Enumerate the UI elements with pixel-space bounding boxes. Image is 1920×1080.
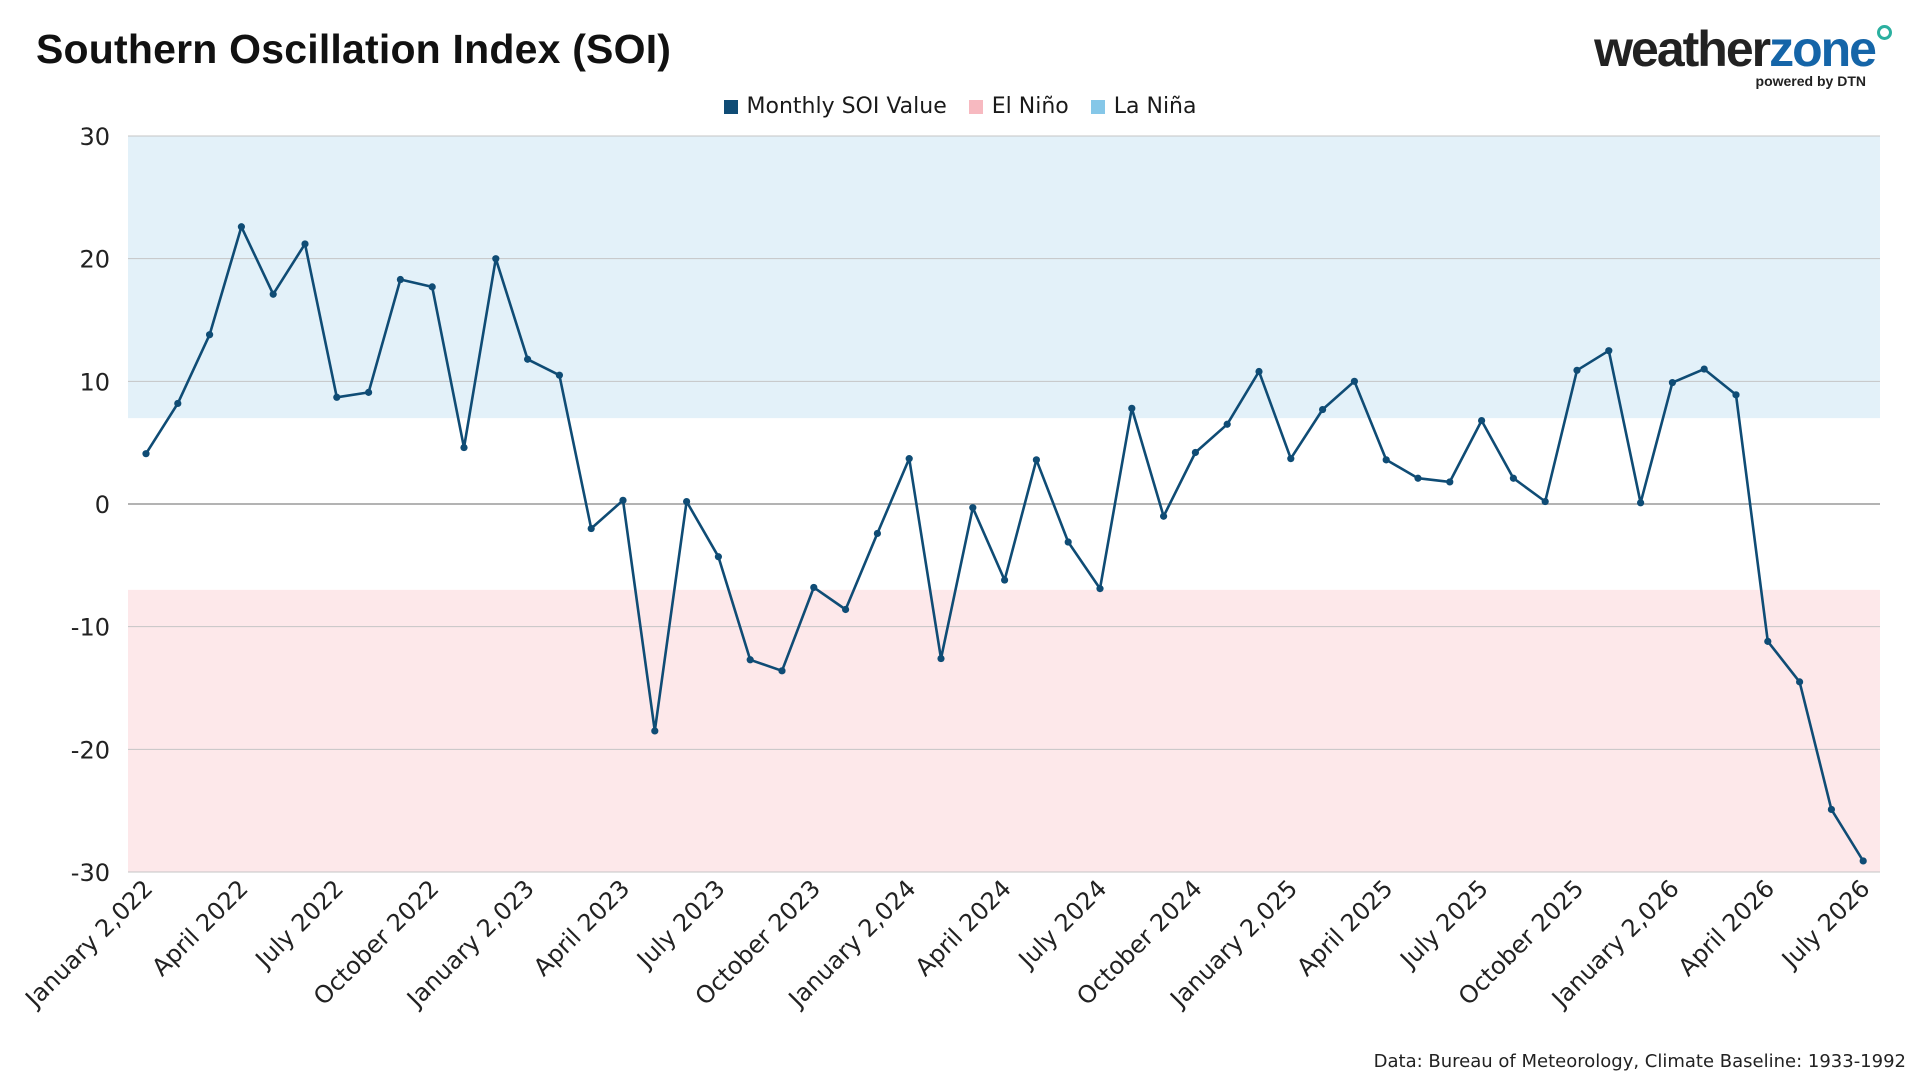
y-tick-label: 0 <box>95 491 110 519</box>
soi-data-point <box>1764 637 1772 645</box>
soi-data-point <box>1509 474 1517 482</box>
legend-label-el-nino: El Niño <box>991 94 1069 119</box>
soi-data-point <box>1032 456 1040 464</box>
soi-data-point <box>269 290 277 298</box>
soi-data-point <box>1001 576 1009 584</box>
soi-data-point <box>746 656 754 664</box>
soi-data-point <box>555 371 564 379</box>
legend-label-soi: Monthly SOI Value <box>746 94 947 119</box>
soi-data-point <box>587 524 595 533</box>
soi-data-point <box>1446 478 1454 486</box>
soi-data-point <box>1859 857 1867 865</box>
y-tick-label: 30 <box>79 123 110 151</box>
legend-item-el-nino[interactable]: El Niño <box>968 94 1069 119</box>
logo-dot-icon <box>1877 25 1892 40</box>
soi-data-point <box>1414 474 1422 482</box>
x-tick-label: April 2026 <box>1673 874 1780 981</box>
x-tick-label: July 2022 <box>249 874 349 974</box>
chart-legend: Monthly SOI Value El Niño La Niña <box>0 94 1920 119</box>
logo-word-zone: zone <box>1769 21 1877 77</box>
soi-data-point <box>1478 416 1486 425</box>
data-source-note: Data: Bureau of Meteorology, Climate Bas… <box>1373 1051 1906 1072</box>
x-tick-label: April 2022 <box>146 874 253 981</box>
x-tick-label: July 2024 <box>1012 874 1112 974</box>
y-tick-label: -10 <box>71 614 110 642</box>
soi-data-point <box>1223 420 1231 428</box>
soi-data-point <box>142 450 150 458</box>
legend-swatch-la-nina <box>1090 99 1105 114</box>
soi-data-point <box>778 667 786 675</box>
soi-data-point <box>1287 455 1295 463</box>
soi-data-point <box>683 497 691 506</box>
soi-data-point <box>1128 404 1136 412</box>
soi-data-point <box>1573 366 1581 374</box>
soi-data-point <box>1350 377 1358 385</box>
logo-word-weather: weather <box>1594 21 1771 77</box>
soi-data-point <box>524 355 532 363</box>
legend-item-la-nina[interactable]: La Niña <box>1090 94 1197 119</box>
soi-data-point <box>1319 405 1327 414</box>
soi-data-point <box>1700 365 1708 373</box>
soi-data-point <box>1732 391 1740 399</box>
chart-title: Southern Oscillation Index (SOI) <box>36 26 672 72</box>
logo-tagline: powered by DTN <box>1755 73 1866 89</box>
legend-swatch-soi <box>723 99 738 114</box>
soi-data-point <box>1255 367 1263 376</box>
soi-data-point <box>1160 512 1168 520</box>
soi-data-point <box>1541 497 1549 506</box>
soi-data-point <box>651 727 659 735</box>
y-tick-label: -30 <box>71 859 110 887</box>
x-tick-label: July 2023 <box>630 874 730 974</box>
soi-data-point <box>1096 585 1104 593</box>
soi-data-point <box>492 255 500 263</box>
soi-data-point <box>301 240 309 248</box>
legend-swatch-el-nino <box>968 99 983 114</box>
soi-data-point <box>842 605 850 614</box>
legend-item-soi[interactable]: Monthly SOI Value <box>723 94 947 119</box>
soi-data-point <box>969 504 977 512</box>
soi-data-point <box>873 529 882 538</box>
soi-data-point <box>1064 538 1072 546</box>
soi-data-point <box>396 275 404 284</box>
soi-data-point <box>365 388 373 396</box>
x-tick-label: April 2023 <box>528 874 635 981</box>
soi-data-point <box>905 455 913 463</box>
soi-data-point <box>460 443 468 452</box>
soi-data-point <box>1668 378 1676 387</box>
y-tick-label: -20 <box>71 736 110 764</box>
soi-data-point <box>810 583 818 592</box>
soi-data-point <box>1796 678 1804 686</box>
weatherzone-logo: weatherzone powered by DTN <box>1594 21 1892 89</box>
soi-data-point <box>1382 456 1390 464</box>
x-tick-label: April 2024 <box>910 874 1017 981</box>
soi-data-point <box>333 393 341 401</box>
soi-data-point <box>619 496 627 504</box>
soi-data-point <box>174 399 182 408</box>
legend-label-la-nina: La Niña <box>1113 94 1197 119</box>
y-tick-label: 10 <box>79 368 110 396</box>
soi-data-point <box>714 553 723 561</box>
soi-data-point <box>937 654 945 663</box>
logo-wordmark: weatherzone <box>1594 21 1892 77</box>
la-nina-band <box>128 136 1880 419</box>
soi-data-point <box>1827 805 1835 814</box>
el-nino-band <box>128 589 1880 872</box>
x-tick-label: April 2025 <box>1291 874 1398 981</box>
y-tick-label: 20 <box>79 246 110 274</box>
soi-data-point <box>237 223 245 231</box>
soi-data-point <box>1605 347 1613 355</box>
x-tick-label: July 2025 <box>1394 874 1494 974</box>
x-tick-label: January 2,022 <box>19 874 159 1014</box>
soi-data-point <box>428 283 436 291</box>
soi-data-point <box>1637 499 1645 507</box>
soi-data-point <box>1191 448 1199 457</box>
x-tick-label: July 2026 <box>1775 874 1875 974</box>
soi-data-point <box>206 331 214 339</box>
